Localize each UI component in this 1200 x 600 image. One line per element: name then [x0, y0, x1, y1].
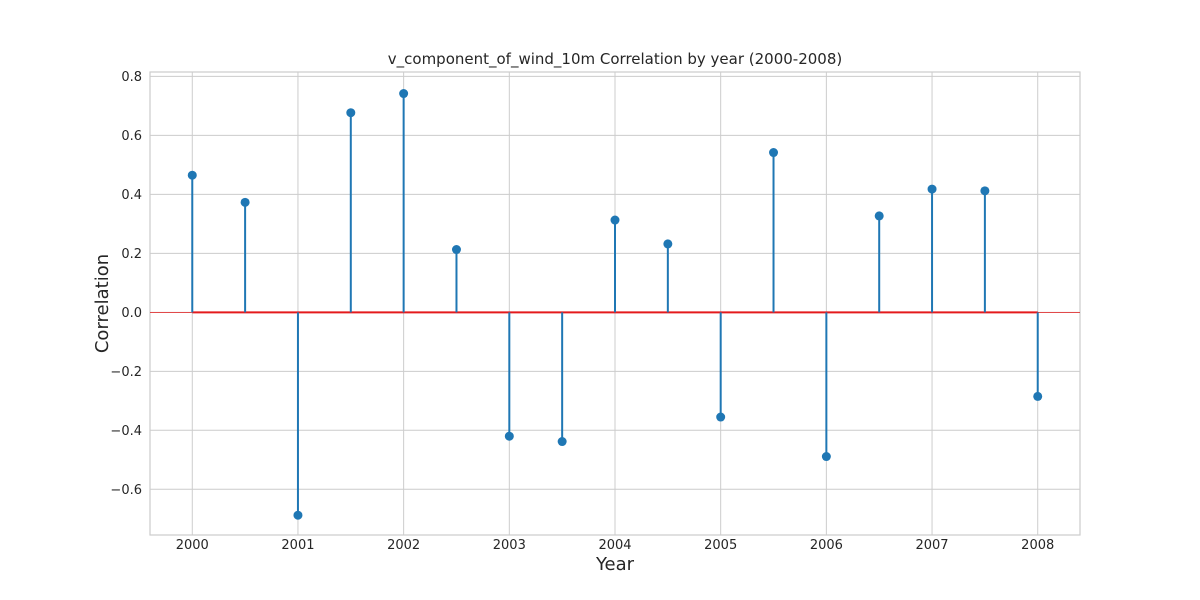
y-tick-label: 0.8: [121, 70, 142, 85]
x-tick-label: 2004: [598, 538, 631, 553]
y-tick-label: −0.6: [110, 483, 142, 498]
plot-frame: [149, 71, 1081, 536]
y-axis-ticks: −0.6 −0.4 −0.2 0.0 0.2 0.4 0.6 0.8: [110, 70, 142, 498]
stem-marker: [240, 197, 250, 207]
y-axis-label: Correlation: [92, 254, 113, 353]
stem-marker: [769, 148, 779, 158]
stem-marker: [293, 510, 303, 520]
y-tick-label: 0.4: [121, 188, 142, 203]
x-axis-label: Year: [595, 554, 635, 575]
x-tick-label: 2003: [493, 538, 526, 553]
y-tick-label: 0.0: [121, 306, 142, 321]
x-axis-ticks: 2000 2001 2002 2003 2004 2005 2006 2007 2008: [176, 538, 1055, 553]
stem-marker: [1033, 391, 1043, 401]
stem-marker: [610, 215, 620, 225]
x-tick-label: 2008: [1021, 538, 1054, 553]
x-tick-label: 2006: [810, 538, 843, 553]
x-tick-label: 2000: [176, 538, 209, 553]
stem-marker: [451, 245, 461, 255]
x-tick-label: 2002: [387, 538, 420, 553]
stem-marker: [821, 452, 831, 462]
stem-series: [187, 89, 1043, 520]
y-tick-label: −0.2: [110, 365, 142, 380]
stem-marker: [927, 184, 937, 194]
x-tick-label: 2001: [281, 538, 314, 553]
stem-marker: [504, 431, 514, 441]
stem-marker: [874, 211, 884, 221]
x-tick-label: 2007: [915, 538, 948, 553]
chart-title: v_component_of_wind_10m Correlation by y…: [388, 50, 842, 69]
stem-marker: [980, 186, 990, 196]
y-tick-label: 0.2: [121, 247, 142, 262]
stem-marker: [187, 170, 197, 180]
stem-marker: [557, 437, 567, 447]
stem-marker: [663, 239, 673, 249]
y-tick-label: −0.4: [110, 424, 142, 439]
stem-marker: [716, 412, 726, 422]
y-tick-label: 0.6: [121, 129, 142, 144]
stem-marker: [399, 89, 409, 99]
stem-marker: [346, 108, 356, 118]
x-tick-label: 2005: [704, 538, 737, 553]
